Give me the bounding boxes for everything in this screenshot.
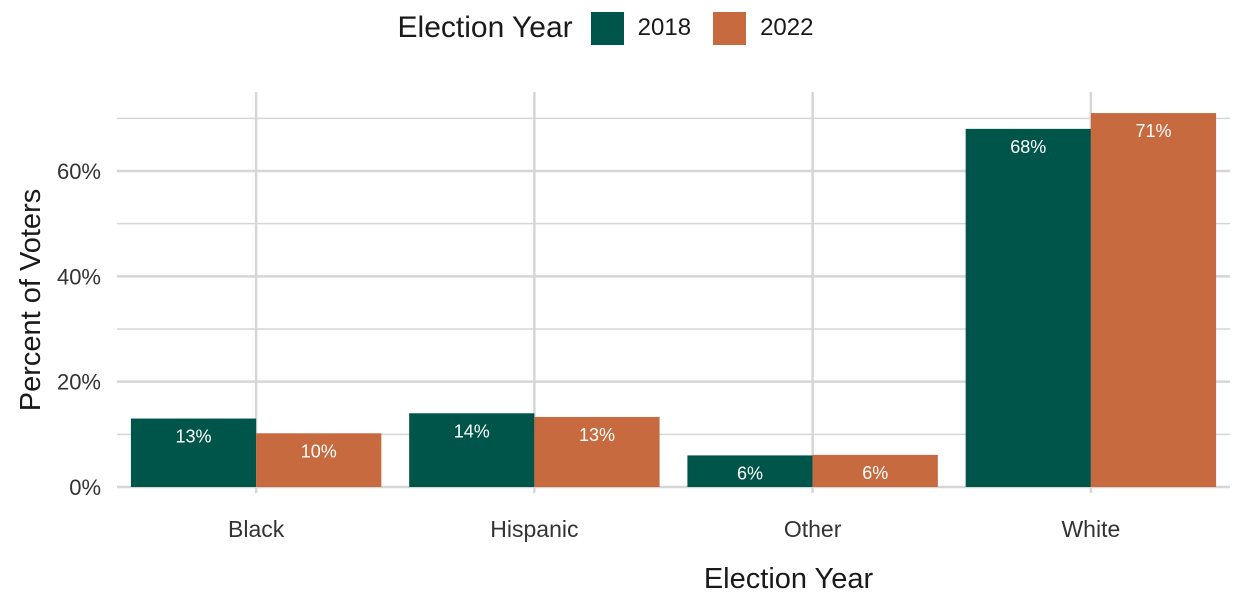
y-tick-label: 40% — [57, 264, 101, 289]
data-label: 13% — [579, 425, 615, 445]
bar-2022-white — [1090, 113, 1217, 488]
bar-2018-white — [965, 128, 1091, 487]
x-tick-label: White — [1061, 516, 1120, 542]
data-label: 13% — [176, 427, 212, 447]
x-tick-label: Black — [228, 516, 285, 542]
y-axis-title: Percent of Voters — [15, 189, 47, 411]
x-axis-title: Election Year — [704, 563, 874, 593]
data-label: 10% — [301, 441, 337, 461]
x-tick-label: Hispanic — [490, 516, 578, 542]
bar-2022-other — [812, 454, 938, 487]
y-tick-label: 60% — [57, 159, 101, 184]
bar-2022-black — [256, 433, 382, 487]
x-tick-label: Other — [784, 516, 842, 542]
legend-title: Election Year — [397, 11, 573, 44]
data-label: 71% — [1135, 121, 1171, 141]
y-tick-label: 20% — [57, 370, 101, 395]
legend-label-2018: 2018 — [637, 14, 692, 41]
y-tick-label: 0% — [69, 475, 101, 500]
legend-item-2022: 2022 — [713, 11, 814, 45]
data-label: 6% — [737, 463, 763, 483]
data-label: 14% — [454, 421, 490, 441]
legend: Election Year 2018 2022 — [0, 6, 1233, 50]
bar-2018-other — [687, 455, 813, 487]
bar-2018-black — [130, 418, 257, 487]
data-label: 6% — [862, 463, 888, 483]
data-label: 68% — [1010, 137, 1046, 157]
legend-swatch-2018 — [590, 11, 624, 45]
bar-2022-hispanic — [534, 416, 660, 487]
bar-2018-hispanic — [409, 413, 535, 487]
legend-label-2022: 2022 — [760, 14, 814, 41]
legend-item-2018: 2018 — [590, 11, 692, 45]
legend-swatch-2022 — [713, 11, 747, 45]
